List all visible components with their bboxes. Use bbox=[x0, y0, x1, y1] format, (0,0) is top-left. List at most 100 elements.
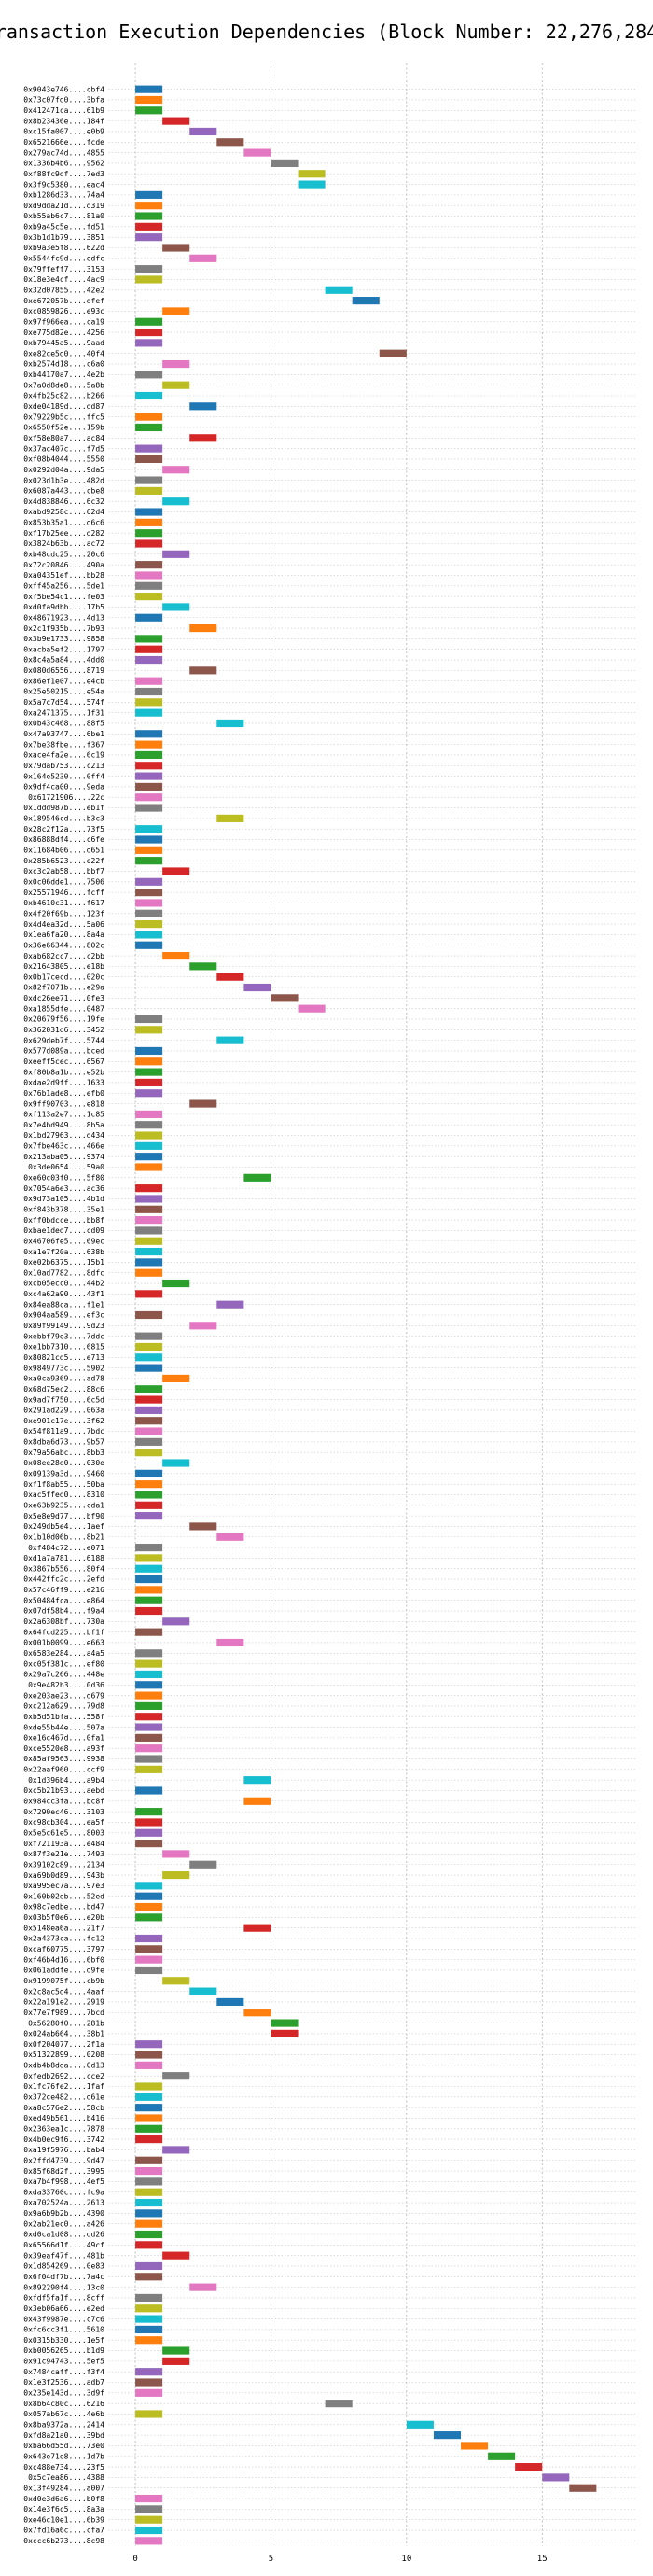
tx-bar bbox=[135, 202, 163, 210]
y-tick-label: 0xb1286d33....74a4 bbox=[23, 191, 104, 200]
tx-bar bbox=[162, 244, 190, 252]
y-tick-label: 0xace4fa2e....6c19 bbox=[23, 751, 104, 760]
y-tick-label: 0xba66d55d....73e0 bbox=[23, 2442, 104, 2450]
y-tick-label: 0xa995ec7a....97e3 bbox=[23, 1882, 104, 1890]
tx-bar bbox=[216, 1533, 244, 1541]
tx-bar bbox=[135, 793, 163, 802]
tx-bar bbox=[135, 444, 163, 453]
y-tick-label: 0xde55b44e....507a bbox=[23, 1723, 104, 1731]
y-tick-label: 0xbae1ded7....cd09 bbox=[23, 1226, 104, 1235]
tx-bar bbox=[135, 1818, 163, 1827]
y-tick-label: 0x0315b330....1e5f bbox=[23, 2336, 104, 2345]
tx-bar bbox=[135, 2051, 163, 2059]
y-tick-label: 0xb9a45c5e....fd51 bbox=[23, 223, 104, 231]
tx-bar bbox=[162, 1459, 190, 1467]
tx-bar bbox=[135, 1342, 163, 1351]
tx-bar bbox=[189, 1522, 217, 1531]
tx-bar bbox=[135, 1427, 163, 1435]
tx-bar bbox=[135, 371, 163, 379]
tx-bar bbox=[135, 1934, 163, 1943]
tx-bar bbox=[135, 455, 163, 464]
y-tick-label: 0x3de0654....59a0 bbox=[28, 1163, 104, 1171]
y-tick-label: 0xfc6cc3f1....5610 bbox=[23, 2326, 104, 2334]
tx-bar bbox=[271, 2019, 299, 2027]
y-tick-label: 0x061addfe....d9fe bbox=[23, 1967, 104, 1975]
tx-bar bbox=[135, 750, 163, 760]
tx-bar bbox=[135, 1966, 163, 1975]
y-tick-label: 0x8c4a5a84....4dd0 bbox=[23, 656, 104, 665]
y-tick-label: 0x2c1f935b....7b93 bbox=[23, 624, 104, 633]
tx-bar bbox=[135, 1141, 163, 1150]
tx-bar bbox=[135, 1902, 163, 1911]
y-tick-label: 0x8ba9372a....2414 bbox=[23, 2420, 104, 2429]
y-tick-label: 0x07df58b4....f9a4 bbox=[23, 1607, 104, 1616]
tx-bar bbox=[135, 2315, 163, 2323]
y-tick-label: 0x65566d1f....49cf bbox=[23, 2241, 104, 2249]
y-tick-label: 0x7fbe463c....466e bbox=[23, 1142, 104, 1151]
y-tick-label: 0x412471ca....61b9 bbox=[23, 106, 104, 115]
tx-bar bbox=[298, 170, 326, 178]
tx-bar bbox=[135, 1417, 163, 1425]
y-tick-label: 0x72c20846....490a bbox=[23, 561, 104, 569]
y-tick-label: 0x024ab664....38b1 bbox=[23, 2030, 104, 2038]
x-tick-label: 10 bbox=[401, 2555, 411, 2564]
tx-bar bbox=[135, 2135, 163, 2144]
y-tick-label: 0x68d75ec2....88c6 bbox=[23, 1385, 104, 1393]
y-tick-label: 0x03b5f0e6....e20b bbox=[23, 1913, 104, 1922]
y-tick-label: 0xf08b4044....5550 bbox=[23, 455, 104, 464]
tx-bar bbox=[162, 2357, 190, 2365]
tx-bar bbox=[189, 624, 217, 633]
y-tick-label: 0x853b35a1....d6c6 bbox=[23, 519, 104, 527]
y-tick-label: 0x7fd16a6c....cfa7 bbox=[23, 2527, 104, 2535]
chart-title: Transaction Execution Dependencies (Bloc… bbox=[0, 21, 653, 43]
tx-bar bbox=[135, 1395, 163, 1404]
tx-bar bbox=[162, 867, 190, 875]
y-tick-label: 0x91c94743....5ef5 bbox=[23, 2358, 104, 2366]
tx-bar bbox=[135, 1290, 163, 1298]
tx-bar bbox=[271, 159, 299, 167]
tx-bar bbox=[243, 1173, 271, 1182]
tx-bar bbox=[162, 307, 190, 315]
tx-bar bbox=[135, 1026, 163, 1034]
tx-bar bbox=[135, 1015, 163, 1024]
y-tick-label: 0x5148ea6a....21f7 bbox=[23, 1924, 104, 1932]
y-tick-label: 0xf46b4d16....6bf0 bbox=[23, 1955, 104, 1964]
tx-bar bbox=[135, 1046, 163, 1056]
tx-bar bbox=[135, 1892, 163, 1900]
tx-bar bbox=[135, 529, 163, 538]
y-tick-label: 0x1e3f2536....adb7 bbox=[23, 2378, 104, 2387]
y-tick-label: 0xf80b8a1b....e52b bbox=[23, 1068, 104, 1076]
tx-bar bbox=[135, 1744, 163, 1753]
y-tick-label: 0x1fc76fe2....1faf bbox=[23, 2082, 104, 2091]
y-tick-label: 0xd0ca1d08....dd26 bbox=[23, 2231, 104, 2239]
y-tick-label: 0xb2574d18....c6a0 bbox=[23, 360, 104, 369]
y-tick-label: 0x09139a3d....9460 bbox=[23, 1470, 104, 1478]
y-tick-label: 0x189546cd....b3c3 bbox=[23, 815, 104, 823]
tx-bar bbox=[135, 233, 163, 242]
y-tick-label: 0x5544fc9d....edfc bbox=[23, 255, 104, 263]
y-tick-label: 0x3b1d1b79....3851 bbox=[23, 233, 104, 242]
y-tick-label: 0x235e143d....3d9f bbox=[23, 2389, 104, 2398]
tx-bar bbox=[325, 286, 353, 294]
y-tick-label: 0x10ad7782....8dfc bbox=[23, 1268, 104, 1277]
y-tick-label: 0xb55ab6c7....81a0 bbox=[23, 212, 104, 220]
y-tick-label: 0x5e8e9d77....bf90 bbox=[23, 1512, 104, 1520]
y-tick-label: 0x1336b4b6....9562 bbox=[23, 160, 104, 168]
tx-bar bbox=[135, 2494, 163, 2503]
y-tick-label: 0x8dba6d73....9b57 bbox=[23, 1438, 104, 1447]
y-tick-label: 0x79ffeff7....3153 bbox=[23, 265, 104, 273]
tx-bar bbox=[135, 857, 163, 865]
y-tick-label: 0x1ddd987b....eb1f bbox=[23, 804, 104, 812]
y-tick-label: 0x61721906....22c bbox=[28, 793, 104, 802]
y-tick-label: 0xe775d82e....4256 bbox=[23, 329, 104, 337]
tx-bar bbox=[135, 1659, 163, 1668]
y-tick-label: 0xa0ca9369....ad78 bbox=[23, 1375, 104, 1383]
tx-bar bbox=[162, 497, 190, 506]
tx-bar bbox=[135, 1512, 163, 1520]
y-tick-label: 0x577d089a....bced bbox=[23, 1047, 104, 1056]
y-tick-label: 0x023d1b3e....482d bbox=[23, 476, 104, 484]
tx-bar bbox=[325, 2400, 353, 2408]
tx-bar bbox=[135, 1501, 163, 1509]
y-tick-label: 0x1d396b4....a9b4 bbox=[28, 1776, 104, 1785]
tx-bar bbox=[135, 613, 163, 622]
